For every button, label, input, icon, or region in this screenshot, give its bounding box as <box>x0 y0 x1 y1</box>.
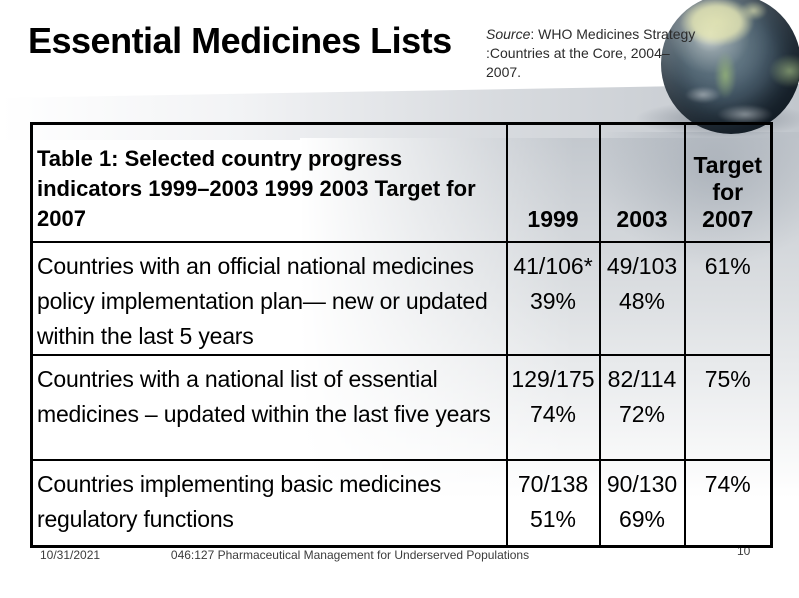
target-2007-cell: 75% <box>683 353 773 461</box>
value-1999-cell: 129/175 74% <box>505 353 601 461</box>
source-label: Source <box>486 26 531 42</box>
value-2003-percent: 69% <box>618 505 666 532</box>
header-2003-text: 2003 <box>616 205 668 232</box>
indicator-cell: Countries implementing basic medicines r… <box>30 458 508 548</box>
table-row: Countries with a national list of essent… <box>30 353 773 461</box>
indicator-cell: Countries with a national list of essent… <box>30 353 508 461</box>
source-text: : WHO Medicines Strategy :Countries at t… <box>486 26 696 80</box>
page-title: Essential Medicines Lists <box>28 20 452 61</box>
table-row: Countries implementing basic medicines r… <box>30 458 773 548</box>
value-1999-fraction: 129/175 <box>511 365 595 392</box>
earth-globe-image <box>661 0 799 134</box>
target-2007-value: 74% <box>704 470 751 497</box>
value-1999-percent: 74% <box>529 400 577 427</box>
table-row: Countries with an official national medi… <box>30 240 773 356</box>
value-2003-fraction: 90/130 <box>606 470 678 497</box>
target-2007-value: 61% <box>704 252 751 279</box>
value-1999-cell: 41/106* 39% <box>505 240 601 356</box>
header-2003-cell: 2003 <box>598 122 686 243</box>
target-2007-value: 75% <box>704 365 751 392</box>
table-header-row: Table 1: Selected country progress indic… <box>30 122 773 243</box>
indicator-table-container: Table 1: Selected country progress indic… <box>30 122 773 548</box>
target-2007-cell: 61% <box>683 240 773 356</box>
value-2003-percent: 72% <box>618 400 666 427</box>
target-2007-cell: 74% <box>683 458 773 548</box>
header-target-text: Target for 2007 <box>693 151 763 232</box>
value-2003-fraction: 49/103 <box>606 252 678 279</box>
value-2003-fraction: 82/114 <box>607 365 677 392</box>
header-target-cell: Target for 2007 <box>683 122 773 243</box>
header-indicator-text: Table 1: Selected country progress indic… <box>37 145 476 231</box>
source-citation: Source: WHO Medicines Strategy :Countrie… <box>486 25 700 82</box>
header-indicator-cell: Table 1: Selected country progress indic… <box>30 122 508 243</box>
value-1999-percent: 39% <box>529 287 577 314</box>
header-1999-text: 1999 <box>527 205 579 232</box>
header-1999-cell: 1999 <box>505 122 601 243</box>
value-1999-percent: 51% <box>529 505 577 532</box>
value-2003-cell: 82/114 72% <box>598 353 686 461</box>
value-1999-cell: 70/138 51% <box>505 458 601 548</box>
indicator-cell: Countries with an official national medi… <box>30 240 508 356</box>
value-2003-cell: 90/130 69% <box>598 458 686 548</box>
value-2003-cell: 49/103 48% <box>598 240 686 356</box>
value-1999-fraction: 70/138 <box>517 470 589 497</box>
value-1999-fraction: 41/106* <box>513 252 593 279</box>
footer-course-title: 046:127 Pharmaceutical Management for Un… <box>170 548 530 562</box>
value-2003-percent: 48% <box>618 287 666 314</box>
indicator-table: Table 1: Selected country progress indic… <box>30 122 773 548</box>
footer-date: 10/31/2021 <box>40 548 101 562</box>
